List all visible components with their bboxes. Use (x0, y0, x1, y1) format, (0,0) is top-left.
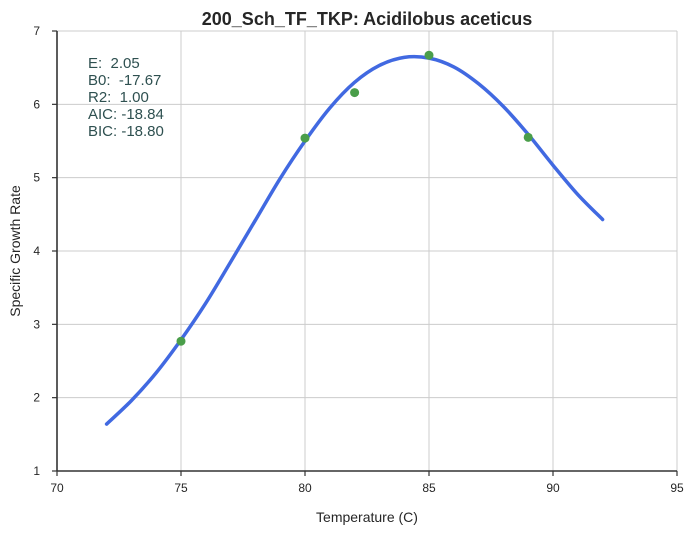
y-tick-label: 6 (33, 97, 40, 111)
fit-stat-label: AIC: -18.84 (88, 106, 164, 123)
data-point (424, 50, 434, 60)
chart-title: 200_Sch_TF_TKP: Acidilobus aceticus (202, 9, 532, 29)
axes: 70 75 80 85 90 95 1 2 3 4 5 6 7 (33, 24, 684, 495)
fit-curve-line (104, 54, 605, 426)
grid (57, 30, 678, 471)
x-tick-label: 70 (50, 481, 64, 495)
y-tick-label: 3 (33, 317, 40, 331)
x-tick-label: 95 (670, 481, 684, 495)
data-point (523, 132, 533, 142)
fit-stat-label: B0: -17.67 (88, 72, 161, 89)
fit-stat-label: R2: 1.00 (88, 89, 149, 106)
x-axis-label: Temperature (C) (316, 509, 418, 525)
y-tick-label: 4 (33, 244, 40, 258)
y-tick-label: 5 (33, 171, 40, 185)
data-point (350, 88, 360, 98)
x-tick-label: 85 (422, 481, 436, 495)
y-tick-label: 2 (33, 391, 40, 405)
fit-stat-label: BIC: -18.80 (88, 123, 164, 140)
x-tick-label: 90 (546, 481, 560, 495)
x-tick-label: 75 (174, 481, 188, 495)
y-axis-label: Specific Growth Rate (7, 185, 23, 317)
x-tick-label: 80 (298, 481, 312, 495)
data-point (176, 336, 186, 346)
y-tick-label: 7 (33, 24, 40, 38)
plot-area (104, 50, 605, 426)
fit-stat-label: E: 2.05 (88, 55, 140, 72)
data-point (300, 133, 310, 143)
y-tick-label: 1 (33, 464, 40, 478)
